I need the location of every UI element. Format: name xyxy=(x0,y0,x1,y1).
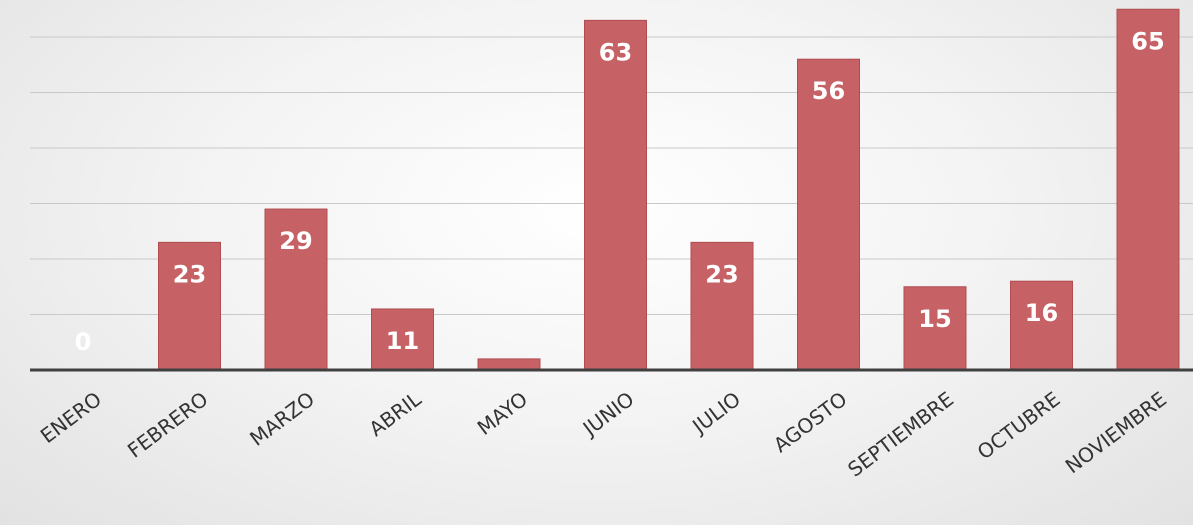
x-tick-noviembre: NOVIEMBRE xyxy=(1061,387,1171,478)
bar-marzo xyxy=(264,208,328,371)
x-tick-junio: JUNIO xyxy=(577,387,639,442)
bars xyxy=(158,8,1180,371)
x-tick-abril: ABRIL xyxy=(364,386,426,441)
data-label-agosto: 56 xyxy=(812,77,845,105)
data-label-junio: 63 xyxy=(599,38,632,66)
data-label-noviembre: 65 xyxy=(1131,27,1164,55)
data-label-julio: 23 xyxy=(705,260,738,288)
x-tick-mayo: MAYO xyxy=(473,387,532,440)
x-tick-marzo: MARZO xyxy=(245,387,319,451)
x-tick-octubre: OCTUBRE xyxy=(973,387,1065,464)
bar-abril xyxy=(371,308,434,371)
bar-junio xyxy=(584,19,647,371)
data-label-abril: 11 xyxy=(386,327,419,355)
data-label-febrero: 23 xyxy=(173,260,206,288)
data-label-octubre: 16 xyxy=(1025,299,1058,327)
data-labels: 0 23 29 11 63 23 56 15 16 65 xyxy=(75,27,1165,356)
x-tick-enero: ENERO xyxy=(36,387,106,448)
bar-julio xyxy=(690,241,754,371)
bar-octubre xyxy=(1010,280,1073,371)
x-tick-febrero: FEBRERO xyxy=(123,387,213,463)
x-tick-septiembre: SEPTIEMBRE xyxy=(843,387,958,482)
x-tick-julio: JULIO xyxy=(686,387,745,439)
bar-agosto xyxy=(797,58,860,371)
bar-noviembre xyxy=(1116,8,1180,371)
data-label-enero: 0 xyxy=(75,328,92,356)
data-label-septiembre: 15 xyxy=(918,305,951,333)
x-tick-agosto: AGOSTO xyxy=(769,387,852,457)
data-label-marzo: 29 xyxy=(279,227,312,255)
bar-mayo xyxy=(477,358,541,371)
x-tick-labels: ENERO FEBRERO MARZO ABRIL MAYO JUNIO JULIO AGOS… xyxy=(36,386,1171,481)
